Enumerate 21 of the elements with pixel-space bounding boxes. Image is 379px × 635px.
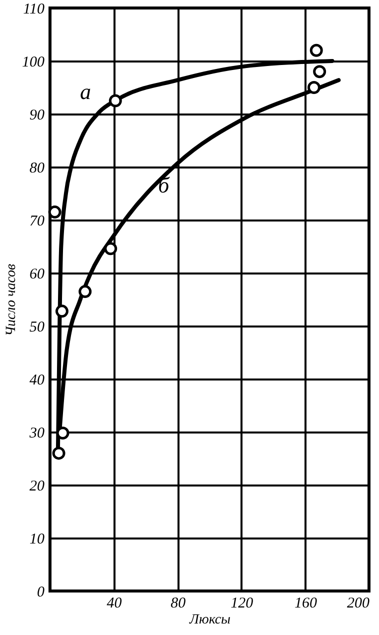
x-tick-label: 40: [106, 596, 122, 612]
x-tick-label: 160: [294, 596, 318, 612]
y-tick-label: 50: [30, 320, 45, 336]
y-axis-title: Число часов: [4, 264, 19, 336]
y-tick-label: 100: [22, 54, 45, 70]
y-tick-label: 90: [30, 108, 45, 124]
y-tick-label: 80: [30, 160, 45, 176]
y-tick-label: 60: [30, 266, 45, 282]
x-tick-label: 200: [347, 596, 370, 612]
y-tick-label: 110: [23, 2, 45, 18]
series-label: а: [80, 78, 91, 104]
y-tick-label: 30: [28, 426, 45, 442]
y-tick-label: 0: [37, 584, 45, 600]
x-tick-label: 120: [230, 596, 254, 612]
y-tick-label: 40: [30, 372, 45, 388]
x-axis-title: Люксы: [188, 612, 231, 628]
x-tick-label: 80: [170, 596, 186, 612]
y-tick-label: 10: [30, 532, 45, 548]
y-tick-label: 20: [30, 478, 45, 494]
y-tick-label: 70: [30, 214, 45, 230]
series-label: б: [158, 172, 170, 198]
